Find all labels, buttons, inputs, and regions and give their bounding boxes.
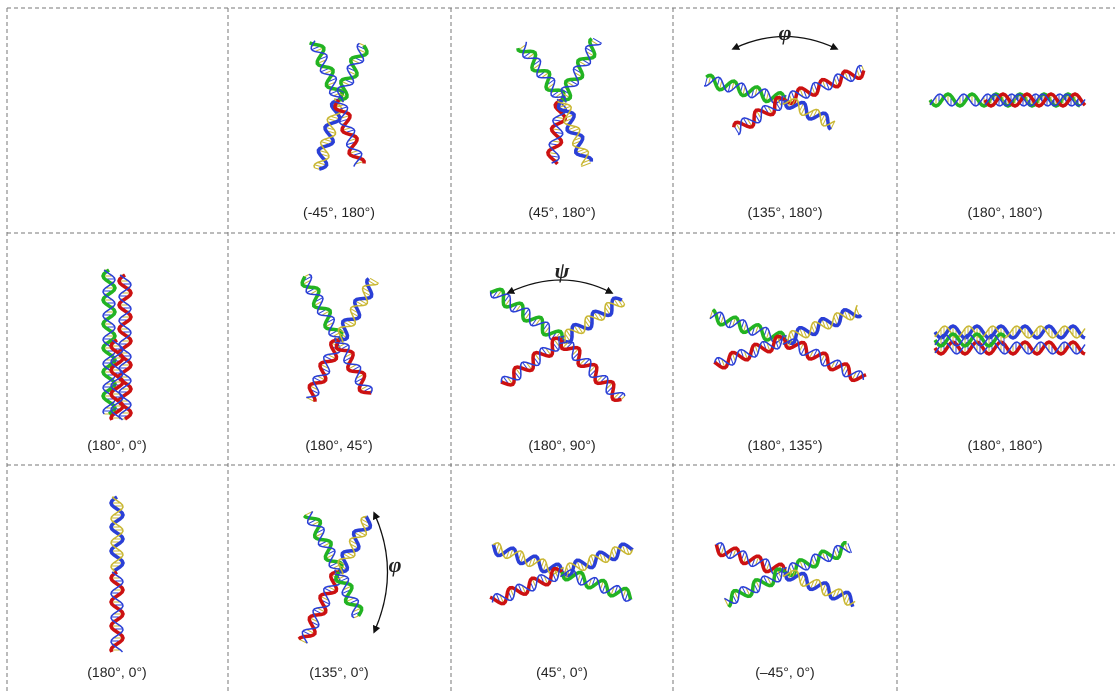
base-pair [621, 396, 624, 399]
base-pair [354, 616, 358, 618]
dna-image [710, 305, 866, 380]
dna-image [103, 270, 131, 420]
strand [713, 310, 785, 340]
strand [299, 572, 339, 639]
panel-label: (-45°, 180°) [303, 204, 375, 220]
strand [562, 572, 631, 600]
strand [562, 39, 595, 100]
base-pair [862, 66, 864, 71]
strand [490, 569, 562, 604]
base-pair [315, 168, 320, 169]
panel-label: (180°, 135°) [747, 437, 822, 453]
strand [716, 544, 785, 572]
strand [714, 336, 785, 367]
panel-label: (135°, 180°) [747, 204, 822, 220]
base-pair [359, 43, 363, 45]
dna-image [111, 497, 123, 652]
dna-image [299, 511, 371, 643]
strand [309, 340, 339, 402]
dna-image [518, 38, 602, 166]
panel-label: (135°, 0°) [309, 664, 368, 680]
strand [562, 544, 633, 575]
dna-image [310, 41, 367, 170]
strand [490, 289, 562, 340]
panel-label: (45°, 180°) [528, 204, 595, 220]
panel-label: (180°, 0°) [87, 664, 146, 680]
strand [785, 572, 853, 607]
dna-image [490, 543, 633, 604]
page: (-45°, 180°) (45°, 180°) (135°, 180°) (180°… [0, 0, 1115, 692]
angle-symbol: φ [389, 552, 402, 577]
panel-label: (45°, 0°) [536, 664, 588, 680]
dna-image [704, 66, 864, 135]
panel-label: (180°, 45°) [305, 437, 372, 453]
base-pair [305, 274, 309, 276]
angle-symbol: φ [779, 20, 792, 45]
dna-image [302, 274, 379, 401]
dna-image [490, 289, 625, 400]
angle-arrow [375, 515, 388, 630]
base-pair [622, 300, 625, 304]
angle-symbol: ψ [555, 258, 570, 283]
panel-label: (180°, 180°) [967, 437, 1042, 453]
strand [339, 279, 372, 340]
dna-image [930, 94, 1085, 106]
panel-label: (180°, 0°) [87, 437, 146, 453]
panel-label: (180°, 90°) [528, 437, 595, 453]
dna-image [935, 326, 1085, 354]
panel-label: (–45°, 0°) [755, 664, 814, 680]
figure: (-45°, 180°) (45°, 180°) (135°, 180°) (180°… [0, 0, 1115, 692]
strand [493, 544, 562, 572]
dna-image [716, 543, 855, 607]
panel-label: (180°, 180°) [967, 204, 1042, 220]
